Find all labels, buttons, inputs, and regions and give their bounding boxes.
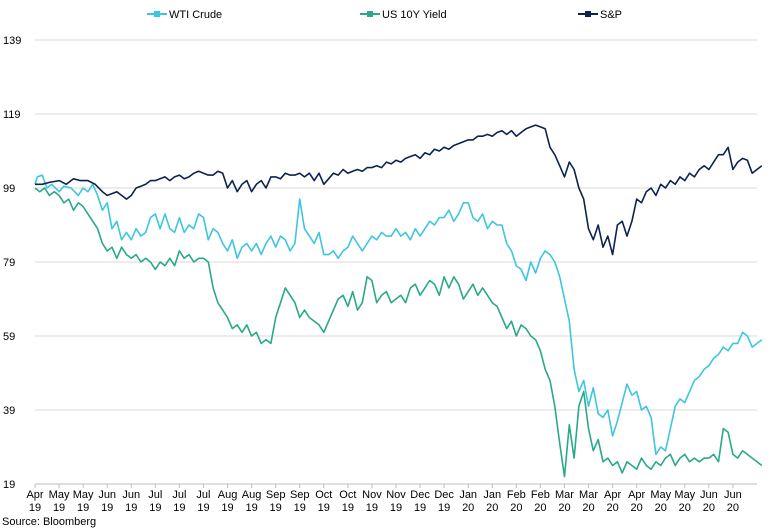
- legend-marker-wti-crude: [154, 11, 160, 17]
- series-lines: [34, 124, 763, 478]
- source-note: Source: Bloomberg: [2, 516, 97, 528]
- x-tick-label-year: 19: [414, 502, 426, 514]
- x-tick-label-month: Nov: [362, 489, 382, 501]
- x-tick-label-year: 19: [29, 502, 41, 514]
- legend-label-wti-crude: WTI Crude: [169, 9, 222, 21]
- x-tick-label-year: 19: [125, 502, 137, 514]
- x-tick-label-year: 19: [149, 502, 161, 514]
- x-tick-label-month: Jun: [700, 489, 718, 501]
- x-axis: Apr19May19May19Jun19Jun19Jul19Jul19Jul19…: [26, 483, 757, 514]
- x-tick-label-year: 19: [245, 502, 257, 514]
- x-tick-label-month: May: [73, 489, 94, 501]
- x-tick-label-month: Mar: [555, 489, 574, 501]
- x-tick-label-year: 19: [294, 502, 306, 514]
- x-tick-label-month: Sep: [266, 489, 286, 501]
- x-tick-label-month: Oct: [339, 489, 356, 501]
- x-tick-label-month: Jul: [148, 489, 162, 501]
- x-tick-label-month: Apr: [26, 489, 43, 501]
- x-tick-label-year: 20: [510, 502, 522, 514]
- x-tick-label-year: 19: [342, 502, 354, 514]
- x-tick-label-year: 20: [679, 502, 691, 514]
- x-tick-label-month: Feb: [531, 489, 550, 501]
- x-tick-label-month: Jul: [172, 489, 186, 501]
- legend-marker-us-10y-yield: [367, 11, 373, 17]
- x-tick-label-year: 19: [221, 502, 233, 514]
- x-tick-label-month: Sep: [290, 489, 310, 501]
- x-tick-label-year: 20: [655, 502, 667, 514]
- x-tick-label-year: 19: [318, 502, 330, 514]
- y-tick-label: 79: [3, 257, 15, 269]
- x-tick-label-month: Apr: [604, 489, 621, 501]
- series-line-s-p: [35, 124, 763, 256]
- x-tick-label-year: 20: [631, 502, 643, 514]
- x-tick-label-year: 20: [558, 502, 570, 514]
- x-tick-label-month: Jun: [122, 489, 140, 501]
- x-tick-label-year: 19: [77, 502, 89, 514]
- x-tick-label-year: 20: [703, 502, 715, 514]
- y-tick-label: 19: [3, 479, 15, 491]
- x-tick-label-year: 19: [366, 502, 378, 514]
- y-axis: 19 39 59 79 99 119 139: [3, 35, 21, 491]
- y-tick-label: 39: [3, 405, 15, 417]
- y-tick-label: 99: [3, 183, 15, 195]
- series-line-wti-crude: [34, 174, 763, 456]
- x-tick-label-year: 19: [270, 502, 282, 514]
- y-tick-label: 119: [3, 109, 21, 121]
- x-tick-label-year: 19: [390, 502, 402, 514]
- legend-marker-s-p: [585, 11, 591, 17]
- x-tick-label-month: Nov: [386, 489, 406, 501]
- x-tick-label-year: 20: [462, 502, 474, 514]
- x-tick-label-month: Jan: [483, 489, 501, 501]
- x-tick-label-month: Dec: [410, 489, 430, 501]
- x-tick-label-month: May: [650, 489, 671, 501]
- x-tick-label-year: 19: [197, 502, 209, 514]
- x-tick-label-month: Dec: [434, 489, 454, 501]
- x-tick-label-month: May: [674, 489, 695, 501]
- y-tick-label: 59: [3, 331, 15, 343]
- gridlines: [35, 39, 757, 411]
- x-tick-label-year: 20: [606, 502, 618, 514]
- legend-label-us-10y-yield: US 10Y Yield: [382, 9, 447, 21]
- x-tick-label-year: 19: [53, 502, 65, 514]
- x-tick-label-month: May: [49, 489, 70, 501]
- x-tick-label-month: Mar: [579, 489, 598, 501]
- x-tick-label-month: Jan: [459, 489, 477, 501]
- legend-label-s-p: S&P: [600, 9, 622, 21]
- x-tick-label-year: 19: [173, 502, 185, 514]
- x-tick-label-month: Jun: [98, 489, 116, 501]
- x-tick-label-month: Aug: [218, 489, 238, 501]
- legend: WTI Crude US 10Y Yield S&P: [147, 9, 622, 21]
- x-tick-label-year: 19: [438, 502, 450, 514]
- series-line-us-10y-yield: [34, 187, 763, 478]
- x-tick-label-year: 20: [582, 502, 594, 514]
- x-tick-label-month: Apr: [628, 489, 645, 501]
- x-tick-label-year: 20: [727, 502, 739, 514]
- x-tick-label-month: Jun: [724, 489, 742, 501]
- x-tick-label-month: Feb: [507, 489, 526, 501]
- x-tick-label-year: 20: [486, 502, 498, 514]
- x-tick-label-month: Oct: [315, 489, 332, 501]
- x-tick-label-year: 19: [101, 502, 113, 514]
- x-tick-label-month: Aug: [242, 489, 262, 501]
- y-tick-label: 139: [3, 35, 21, 47]
- x-tick-label-month: Jul: [196, 489, 210, 501]
- x-tick-label-year: 20: [534, 502, 546, 514]
